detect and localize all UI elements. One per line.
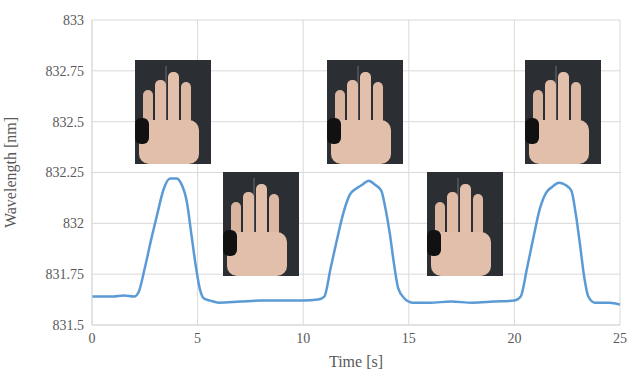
svg-text:832: 832	[63, 216, 84, 231]
svg-text:15: 15	[402, 331, 416, 346]
svg-text:Time [s]: Time [s]	[329, 353, 383, 370]
svg-text:832.25: 832.25	[46, 165, 85, 180]
svg-text:10: 10	[296, 331, 310, 346]
svg-text:0: 0	[89, 331, 96, 346]
svg-text:831.75: 831.75	[46, 267, 85, 282]
svg-text:25: 25	[613, 331, 627, 346]
svg-text:5: 5	[194, 331, 201, 346]
svg-text:Wavelength [nm]: Wavelength [nm]	[2, 117, 20, 228]
svg-text:831.5: 831.5	[53, 318, 85, 333]
svg-text:832.75: 832.75	[46, 64, 85, 79]
svg-text:833: 833	[63, 13, 84, 28]
svg-text:832.5: 832.5	[53, 115, 85, 130]
svg-text:20: 20	[507, 331, 521, 346]
